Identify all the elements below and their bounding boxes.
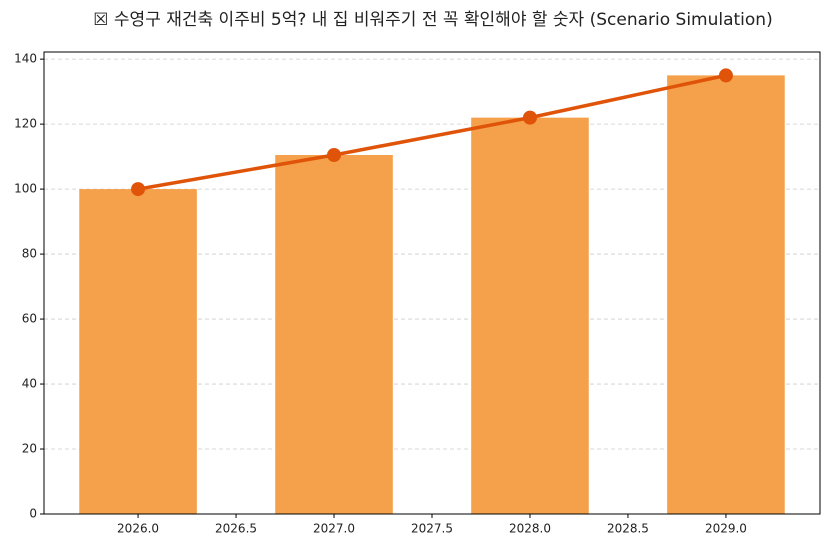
bar	[79, 189, 197, 515]
line-marker	[327, 147, 342, 162]
y-tick-label: 20	[22, 442, 37, 456]
line-marker	[718, 68, 733, 83]
bar	[471, 117, 589, 514]
bar	[667, 75, 785, 515]
y-tick-label: 80	[22, 247, 37, 261]
line	[137, 73, 727, 191]
x-tick-label: 2026.0	[117, 522, 159, 536]
y-tick-label: 60	[22, 312, 37, 326]
bar	[275, 154, 393, 514]
x-tick-label: 2029.0	[705, 522, 747, 536]
plot-frame	[43, 51, 821, 515]
chart-title: ☒ 수영구 재건축 이주비 5억? 내 집 비워주기 전 꼭 확인해야 할 숫자…	[93, 10, 772, 30]
line-marker	[522, 110, 537, 125]
line-marker	[131, 182, 146, 197]
y-tick-label: 0	[29, 507, 37, 521]
y-tick-label: 100	[14, 182, 37, 196]
x-tick-label: 2027.5	[411, 522, 453, 536]
y-tick-label: 120	[14, 117, 37, 131]
x-tick-label: 2028.5	[607, 522, 649, 536]
x-tick-label: 2027.0	[313, 522, 355, 536]
x-tick-label: 2026.5	[215, 522, 257, 536]
y-tick-label: 40	[22, 377, 37, 391]
y-tick-label: 140	[14, 52, 37, 66]
x-tick-label: 2028.0	[509, 522, 551, 536]
